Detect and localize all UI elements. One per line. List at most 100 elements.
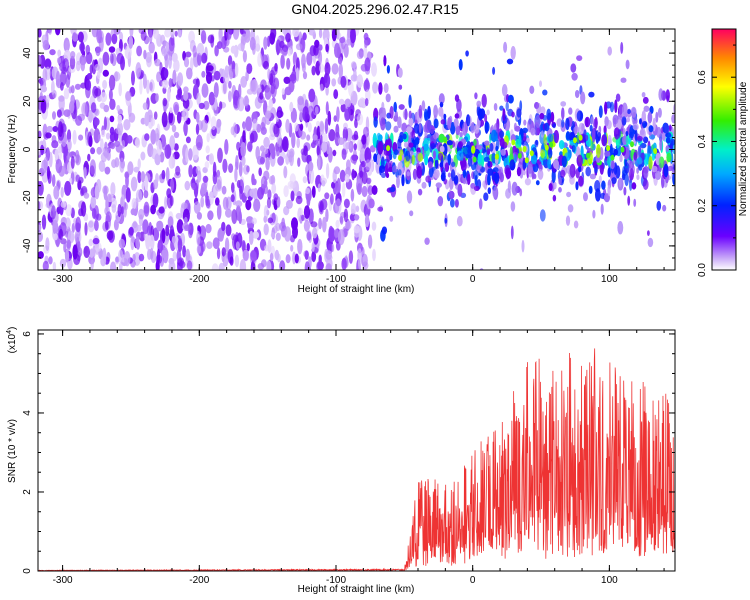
- spectrogram-cell: [217, 147, 223, 163]
- spectrogram-cell: [307, 105, 315, 122]
- spectrogram-cell: [404, 141, 409, 148]
- spectrogram-cell: [495, 145, 499, 152]
- spectrogram-cell: [328, 129, 336, 142]
- spectrogram-cell: [492, 66, 496, 75]
- spectrogram-cell: [377, 153, 381, 165]
- spectrogram-cell: [405, 150, 411, 162]
- spectrogram-cell: [621, 173, 626, 181]
- spectrogram-cell: [210, 35, 215, 48]
- spectrogram-cell: [486, 109, 490, 116]
- spectrogram-cell: [472, 170, 479, 181]
- spectrogram-cell: [161, 169, 166, 180]
- spectrogram-cell: [169, 107, 173, 114]
- spectrogram-cell: [108, 74, 116, 91]
- spectrogram-cell: [552, 123, 556, 129]
- spectrogram-cell: [121, 139, 126, 149]
- spectrogram-cell: [200, 196, 205, 208]
- colorbar: 0.0 0.2 0.4 0.6 Normalized spectral amplitu…: [697, 28, 749, 277]
- spectrogram-cell: [117, 114, 123, 125]
- spectrogram-cell: [99, 102, 106, 109]
- spectrogram-cell: [164, 54, 169, 70]
- spectrogram-cell: [625, 134, 630, 146]
- spectrogram-cell: [385, 121, 392, 131]
- spectrogram-cell: [185, 147, 190, 163]
- spectrogram-cell: [643, 166, 649, 174]
- spectrogram-cell: [146, 225, 152, 236]
- spectrogram-hotspot: [573, 137, 577, 144]
- spectrogram-cell: [100, 92, 107, 103]
- spectrogram-cell: [576, 154, 583, 167]
- spectrogram-cell: [71, 32, 79, 42]
- spectrogram-cell: [87, 131, 93, 147]
- spectrogram-cell: [206, 133, 210, 143]
- spectrogram-cell: [437, 196, 443, 204]
- spectrogram-cell: [287, 47, 292, 57]
- spectrogram-cell: [604, 150, 610, 157]
- spectrogram-cell: [561, 119, 565, 128]
- spectrogram-cell: [109, 131, 116, 143]
- spectrogram-cell: [522, 127, 528, 134]
- spectrogram-cell: [105, 132, 111, 140]
- x-tick-label: -300: [53, 274, 73, 285]
- spectrogram-cell: [225, 224, 232, 237]
- spectrogram-cell: [58, 95, 65, 102]
- spectrogram-cell: [408, 94, 412, 109]
- spectrogram-cell: [371, 62, 377, 77]
- spectrogram-cell: [171, 52, 178, 63]
- spectrogram-cell: [385, 93, 391, 103]
- spectrogram-cell: [290, 190, 295, 202]
- spectrogram-cell: [65, 74, 71, 88]
- spectrogram-cell: [175, 212, 182, 220]
- spectrogram-ylabel: Frequency (Hz): [7, 115, 18, 184]
- spectrogram-cell: [114, 71, 118, 82]
- spectrogram-cell: [75, 233, 80, 243]
- chart-title: GN04.2025.296.02.47.R15: [291, 1, 459, 17]
- spectrogram-cell: [275, 222, 281, 232]
- spectrogram-cell: [92, 237, 100, 245]
- spectrogram-cell: [316, 120, 320, 128]
- spectrogram-cell: [118, 238, 126, 249]
- spectrogram-cell: [264, 88, 272, 100]
- spectrogram-cell: [351, 134, 359, 141]
- spectrogram-cell: [417, 152, 424, 162]
- spectrogram-cell: [142, 73, 147, 89]
- spectrogram-cell: [476, 144, 483, 151]
- spectrogram-cell: [341, 257, 347, 270]
- spectrogram-cell: [171, 124, 177, 133]
- spectrogram-cell: [621, 116, 627, 126]
- spectrogram-cell: [128, 226, 134, 236]
- spectrogram-cell: [42, 68, 48, 83]
- spectrogram-cell: [218, 262, 225, 270]
- spectrogram-cell: [594, 164, 598, 174]
- spectrogram-cell: [406, 171, 410, 177]
- spectrogram-cell: [285, 254, 291, 264]
- spectrogram-cell: [108, 46, 116, 53]
- svg-text:(x104): (x104): [6, 327, 18, 354]
- spectrogram-cell: [266, 260, 272, 270]
- spectrogram-cell: [336, 106, 340, 123]
- spectrogram-cell: [284, 226, 292, 242]
- spectrogram-cell: [190, 57, 194, 71]
- spectrogram-cell: [294, 253, 299, 264]
- spectrogram-cell: [227, 55, 233, 67]
- spectrogram-cell: [361, 185, 368, 198]
- spectrogram-cell: [48, 256, 53, 265]
- spectrogram-cell: [642, 179, 649, 190]
- spectrogram-cell: [201, 70, 206, 78]
- spectrogram-cell: [249, 188, 257, 198]
- spectrogram-cell: [69, 100, 75, 114]
- spectrogram-cell: [268, 98, 273, 110]
- spectrogram-cell: [615, 165, 621, 179]
- snr-frame: [37, 329, 676, 572]
- colorbar-tick-label: 0.4: [697, 134, 708, 148]
- spectrogram-cell: [251, 217, 257, 225]
- spectrogram-cell: [205, 223, 212, 234]
- spectrogram-cell: [321, 180, 326, 187]
- spectrogram-cell: [165, 224, 170, 237]
- x-tick-label: -200: [189, 575, 209, 586]
- colorbar-tick-label: 0.6: [697, 70, 708, 84]
- spectrogram-cell: [161, 249, 168, 258]
- spectrogram-cell: [296, 137, 301, 149]
- spectrogram-cell: [206, 241, 213, 250]
- spectrogram-cell: [159, 62, 163, 76]
